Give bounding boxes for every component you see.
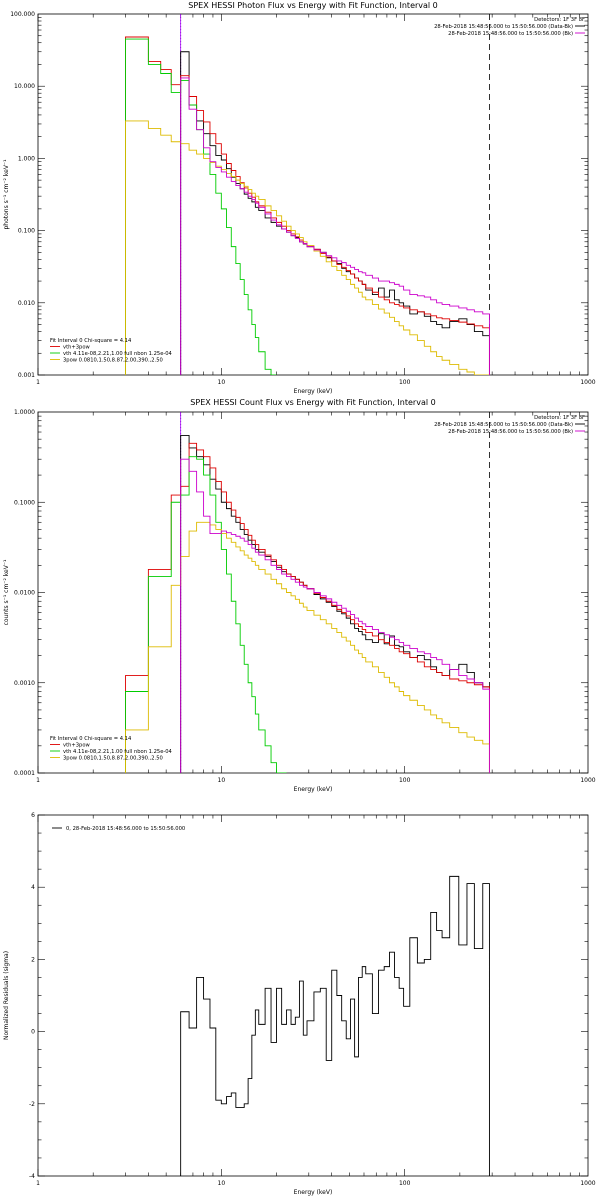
chart-title: SPEX HESSI Photon Flux vs Energy with Fi…: [188, 1, 438, 10]
plot-area: [125, 14, 490, 375]
y-tick-label: 6: [31, 812, 35, 819]
x-tick-label: 10: [218, 379, 226, 386]
y-tick-label: 1.000: [18, 155, 35, 162]
y-axis-label: photons s⁻¹ cm⁻² keV⁻¹: [3, 159, 10, 230]
x-tick-label: 1000: [580, 1180, 595, 1187]
plot-frame: [37, 13, 589, 376]
legend: 0, 28-Feb-2018 15:48:56.000 to 15:50:56.…: [52, 826, 185, 832]
x-tick-label: 10: [218, 777, 226, 784]
series-line-data-bk: [180, 51, 490, 375]
y-tick-label: 0.0100: [14, 590, 35, 597]
y-tick-label: 0.0001: [14, 770, 35, 777]
y-tick-label: 1.0000: [14, 409, 35, 416]
photon-flux-panel: SPEX HESSI Photon Flux vs Energy with Fi…: [3, 1, 596, 395]
series-line-0-28-feb-2018-15-48-56-000-to-15-50-56-000: [180, 875, 490, 1176]
legend: Fit Interval 0 Chi-square = 4.14vth+3pow…: [50, 736, 173, 762]
legend-item-label: vth 4.11e-08,2.21,1.00 full nbon 1.25e-0…: [63, 351, 173, 357]
detectors-label: Detectors: 1F 3F 8F: [534, 17, 585, 23]
legend-item-label: vth 4.11e-08,2.21,1.00 full nbon 1.25e-0…: [63, 749, 173, 755]
chart-title: SPEX HESSI Count Flux vs Energy with Fit…: [190, 398, 435, 407]
series-line-3pow: [125, 521, 490, 773]
series-line-bk: [180, 458, 490, 773]
x-tick-label: 1000: [580, 379, 595, 386]
legend-item-label: 3pow 0.0810,1.50,8.87,2.00,390.,2.50: [63, 358, 163, 364]
detectors-label: Detectors: 1F 3F 8F: [534, 415, 585, 421]
count-flux-panel: SPEX HESSI Count Flux vs Energy with Fit…: [3, 398, 596, 793]
legend-heading: Fit Interval 0 Chi-square = 4.14: [50, 338, 132, 344]
y-axis-label: counts s⁻¹ cm⁻² keV⁻¹: [3, 559, 10, 625]
plot-area: [180, 875, 490, 1176]
legend-heading: Fit Interval 0 Chi-square = 4.14: [50, 736, 132, 742]
legend-item-label: 0, 28-Feb-2018 15:48:56.000 to 15:50:56.…: [66, 826, 185, 832]
plot-frame: [37, 814, 589, 1177]
x-tick-label: 1: [36, 1180, 40, 1187]
y-tick-label: 2: [31, 956, 35, 963]
y-tick-label: 100.000: [10, 11, 35, 18]
legend-item-label: vth+3pow: [63, 743, 91, 749]
y-tick-label: 0: [31, 1029, 35, 1036]
x-tick-label: 1: [36, 379, 40, 386]
header-interval-data: 28-Feb-2018 15:48:56.000 to 15:50:56.000…: [434, 24, 573, 30]
y-tick-label: 4: [31, 884, 35, 891]
y-tick-label: 0.001: [18, 372, 35, 379]
y-tick-label: 10.000: [14, 83, 35, 90]
x-axis-label: Energy (keV): [294, 786, 333, 793]
x-tick-label: 1: [36, 777, 40, 784]
y-tick-label: 0.100: [18, 228, 35, 235]
series-line-bk: [180, 77, 490, 375]
x-tick-label: 100: [399, 379, 411, 386]
header-interval-bk: 28-Feb-2018 15:48:56.000 to 15:50:56.000…: [448, 429, 573, 435]
x-axis-label: Energy (keV): [294, 388, 333, 395]
series-line-3pow: [125, 120, 490, 375]
header-interval-bk: 28-Feb-2018 15:48:56.000 to 15:50:56.000…: [448, 31, 573, 37]
y-tick-label: 0.0010: [14, 680, 35, 687]
x-tick-label: 1000: [580, 777, 595, 784]
series-line-vth: [125, 456, 287, 773]
legend-item-label: vth+3pow: [63, 345, 91, 351]
x-tick-label: 100: [399, 1180, 411, 1187]
x-tick-label: 100: [399, 777, 411, 784]
legend: Fit Interval 0 Chi-square = 4.14vth+3pow…: [50, 338, 173, 364]
y-tick-label: -2: [29, 1101, 35, 1108]
y-tick-label: 0.1000: [14, 499, 35, 506]
y-axis-label: Normalized Residuals (sigma): [3, 951, 10, 1040]
header-interval-data: 28-Feb-2018 15:48:56.000 to 15:50:56.000…: [434, 422, 573, 428]
plot-frame: [37, 411, 589, 774]
series-line-vth: [125, 38, 277, 375]
residuals-panel: 1 10 100 1000 -4 -2 0 2 4 6 Energy (keV) Normalized…: [3, 812, 596, 1196]
y-tick-label: 0.010: [18, 300, 35, 307]
plot-area: [125, 412, 490, 773]
x-axis-label: Energy (keV): [294, 1189, 333, 1196]
series-line-vth-3pow: [125, 36, 490, 375]
legend-item-label: 3pow 0.0810,1.50,8.87,2.00,390.,2.50: [63, 756, 163, 762]
x-tick-label: 10: [218, 1180, 226, 1187]
y-tick-label: -4: [29, 1173, 35, 1180]
